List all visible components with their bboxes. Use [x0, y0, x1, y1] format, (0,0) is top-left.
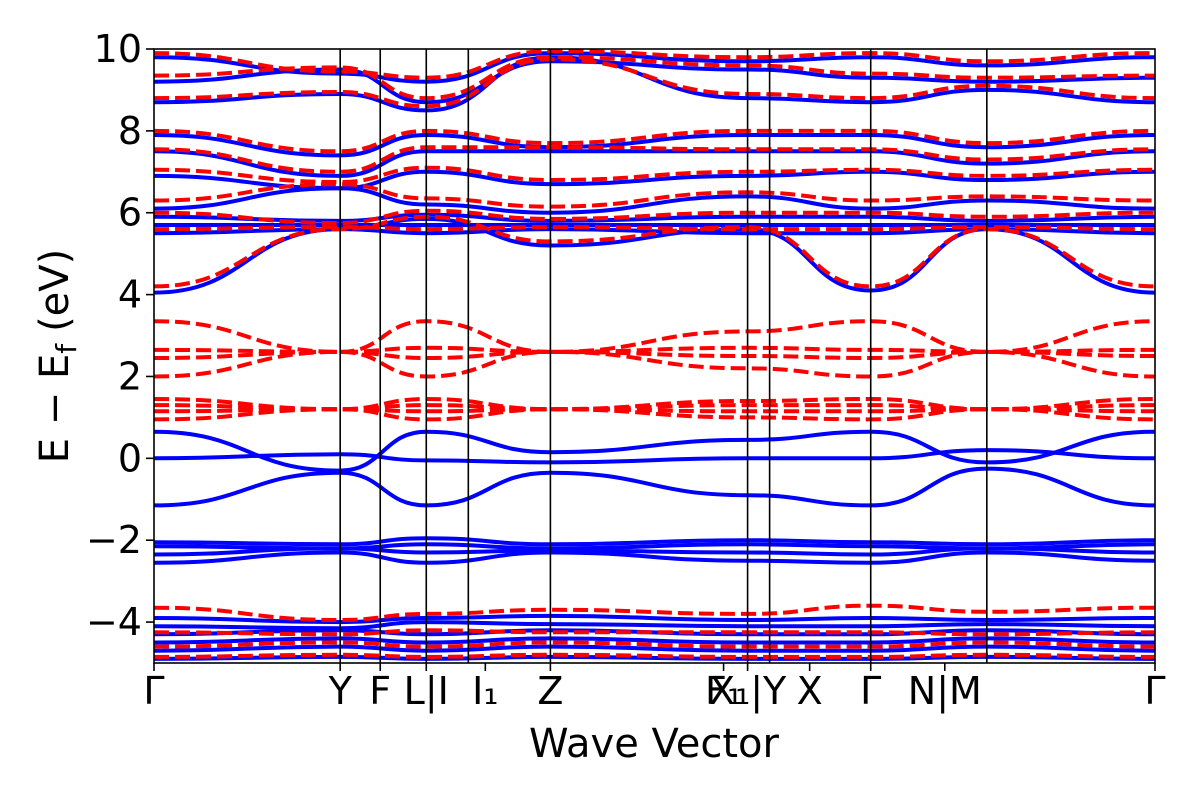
y-tick-label-4: 4 — [118, 273, 142, 317]
dashed-band-line-15 — [154, 182, 1155, 209]
svg-text:E − Ef(eV): E − Ef (eV) — [32, 249, 83, 464]
dashed-band-line-17 — [154, 145, 1155, 174]
solid-band-line-6 — [154, 536, 1155, 547]
y-axis-label-main: E − E — [32, 354, 78, 464]
x-tick-label-0: Γ — [143, 669, 164, 713]
dashed-band-line-3 — [154, 319, 1155, 354]
y-tick-label-0: −4 — [86, 600, 142, 644]
y-tick-label-6: 8 — [118, 109, 142, 153]
x-tick-label-2: F — [369, 669, 391, 713]
dashed-band-line-16 — [154, 165, 1155, 184]
dashed-band-line-18 — [154, 128, 1155, 154]
y-axis-label-sub: f — [50, 343, 83, 354]
x-tick-label-5: Z — [537, 669, 563, 713]
x-tick-label-6: F₁ — [705, 669, 742, 713]
kpoint-lines — [339, 49, 988, 663]
dashed-band-line-7 — [154, 397, 1155, 412]
x-tick-label-9: Γ — [860, 669, 881, 713]
solid-band-line-7 — [154, 654, 1155, 661]
x-tick-label-7: X₁|Y — [709, 669, 787, 714]
x-tick-label-3: L|I — [404, 669, 449, 714]
dashed-band-line-20 — [154, 55, 1155, 101]
dashed-band-line-0 — [154, 349, 1155, 379]
dashed-band-line-19 — [154, 57, 1155, 109]
solid-band-line-8 — [154, 644, 1155, 653]
y-tick-label-7: 10 — [94, 27, 142, 71]
plot-frame — [153, 48, 1156, 664]
bands-layer — [154, 49, 1155, 661]
dashed-band-line-14 — [154, 208, 1155, 225]
x-tick-label-10: N|M — [908, 669, 982, 714]
x-tick-label-4: I₁ — [472, 669, 498, 713]
solid-band-line-17 — [154, 186, 1155, 215]
y-axis-label-unit: (eV) — [32, 249, 78, 332]
y-tick-label-1: −2 — [86, 518, 142, 562]
x-axis-label: Wave Vector — [529, 721, 780, 767]
solid-band-line-0 — [154, 466, 1155, 508]
x-tick-label-1: Y — [328, 669, 353, 713]
y-axis-label: E − Ef (eV) — [32, 249, 83, 464]
x-tick-label-11: Γ — [1144, 669, 1165, 713]
dashed-band-line-21 — [154, 49, 1155, 80]
x-tick-label-8: X — [797, 669, 823, 713]
y-tick-label-2: 0 — [118, 436, 142, 480]
y-tick-label-3: 2 — [118, 354, 142, 398]
dashed-band-line-11 — [154, 603, 1155, 622]
solid-band-line-1 — [154, 448, 1155, 465]
y-tick-label-5: 6 — [118, 191, 142, 235]
y-axis-ticks: −4 −2 0 2 4 6 8 10 — [86, 27, 154, 644]
solid-band-line-3 — [154, 550, 1155, 565]
dashed-band-line-13 — [154, 225, 1155, 232]
